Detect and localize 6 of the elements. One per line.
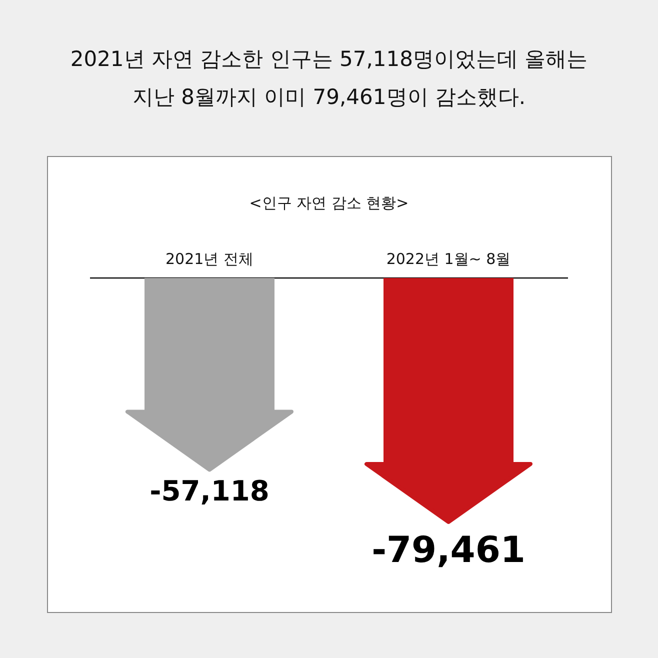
chart-subtitle: <인구 자연 감소 현황> [249, 194, 409, 212]
x-tick-label: 2022년 1월~ 8월 [386, 250, 511, 268]
data-label: -79,461 [372, 530, 526, 571]
chart-title: 2021년 자연 감소한 인구는 57,118명이었는데 올해는 지난 8월까지 이미 79,461명이 감소했다. [69, 46, 589, 111]
data-label: -57,118 [150, 474, 270, 508]
x-tick-label: 2021년 전체 [166, 250, 254, 268]
